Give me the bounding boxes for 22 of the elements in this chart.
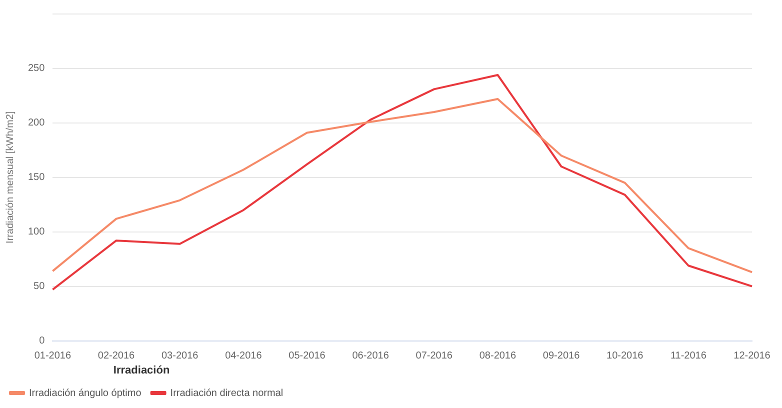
legend-label: Irradiación ángulo óptimo bbox=[29, 388, 142, 399]
x-tick-label: 09-2016 bbox=[542, 350, 580, 362]
x-tick-label: 08-2016 bbox=[479, 350, 516, 362]
y-tick-label: 100 bbox=[28, 226, 46, 238]
y-tick-label: 250 bbox=[28, 63, 46, 74]
x-tick-label: 01-2016 bbox=[34, 350, 72, 362]
y-tick-label: 50 bbox=[34, 281, 46, 292]
x-tick-label: 07-2016 bbox=[416, 350, 453, 362]
y-tick-label: 0 bbox=[39, 336, 46, 347]
x-tick-label: 12-2016 bbox=[734, 350, 771, 362]
x-tick-label: 03-2016 bbox=[161, 350, 199, 362]
x-tick-label: 02-2016 bbox=[98, 350, 136, 362]
x-tick-label: 11-2016 bbox=[670, 350, 707, 362]
x-tick-label: 04-2016 bbox=[225, 350, 262, 362]
y-tick-label: 150 bbox=[28, 172, 46, 184]
x-tick-label: 06-2016 bbox=[352, 350, 390, 362]
y-tick-label: 200 bbox=[28, 118, 46, 129]
y-axis-title: Irradiación mensual [kWh/m2] bbox=[4, 111, 16, 244]
legend-title: Irradiación bbox=[113, 364, 170, 376]
x-tick-label: 10-2016 bbox=[606, 350, 644, 362]
x-tick-label: 05-2016 bbox=[288, 350, 326, 362]
legend-label: Irradiación directa normal bbox=[170, 388, 284, 399]
